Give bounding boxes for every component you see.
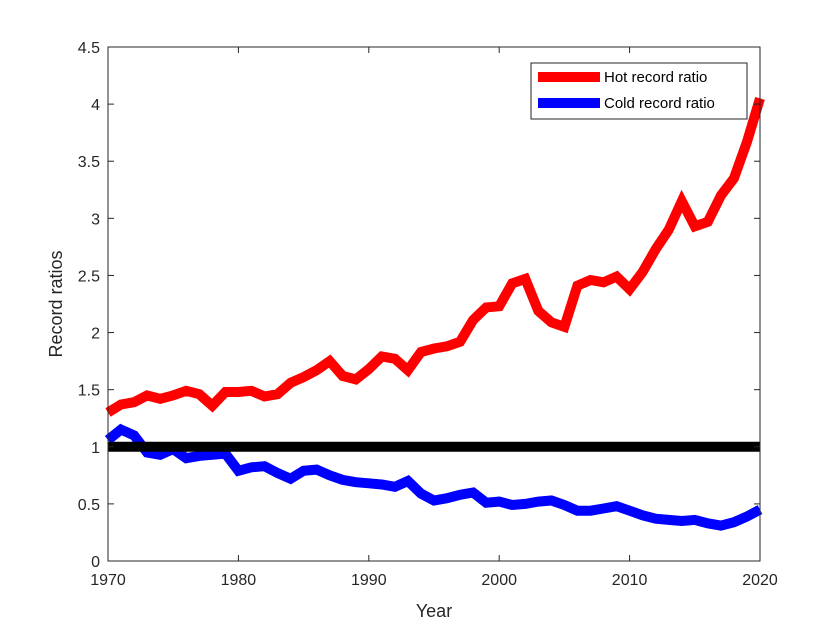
y-tick-label: 3 — [91, 211, 100, 228]
x-tick-label: 1990 — [351, 572, 387, 589]
x-tick-label: 1980 — [221, 572, 257, 589]
series-layer — [104, 96, 765, 531]
y-tick-label: 2 — [91, 326, 100, 343]
y-tick-label: 0.5 — [78, 497, 100, 514]
y-tick-label: 2.5 — [78, 268, 100, 285]
x-tick-label: 2000 — [481, 572, 517, 589]
x-tick-label: 1970 — [90, 572, 126, 589]
cold-record-ratio-series — [104, 423, 763, 531]
y-axis-label: Record ratios — [46, 250, 66, 357]
y-tick-label: 1 — [91, 440, 100, 457]
x-axis-label: Year — [416, 601, 452, 621]
y-tick-label: 4 — [91, 97, 100, 114]
ticks-layer: 1970 1980 1990 2000 2010 2020 0 0.5 1 1.5 2 2.5 3 3.5… — [78, 40, 778, 589]
cold-record-ratio-legend-label: Cold record ratio — [604, 95, 715, 112]
legend-entries: Hot record ratio Cold record ratio — [538, 69, 715, 112]
y-tick-label: 4.5 — [78, 40, 100, 57]
x-tick-label: 2010 — [612, 572, 648, 589]
hot-record-ratio-legend-label: Hot record ratio — [604, 69, 707, 86]
axes-box — [107, 46, 761, 562]
y-tick-label: 3.5 — [78, 154, 100, 171]
y-tick-label: 0 — [91, 554, 100, 571]
x-tick-label: 2020 — [742, 572, 778, 589]
y-tick-label: 1.5 — [78, 383, 100, 400]
legend: Hot record ratio Cold record ratio — [530, 62, 748, 120]
axes-layer — [107, 46, 761, 562]
plot-area — [108, 47, 760, 561]
hot-record-ratio-series — [105, 96, 765, 417]
